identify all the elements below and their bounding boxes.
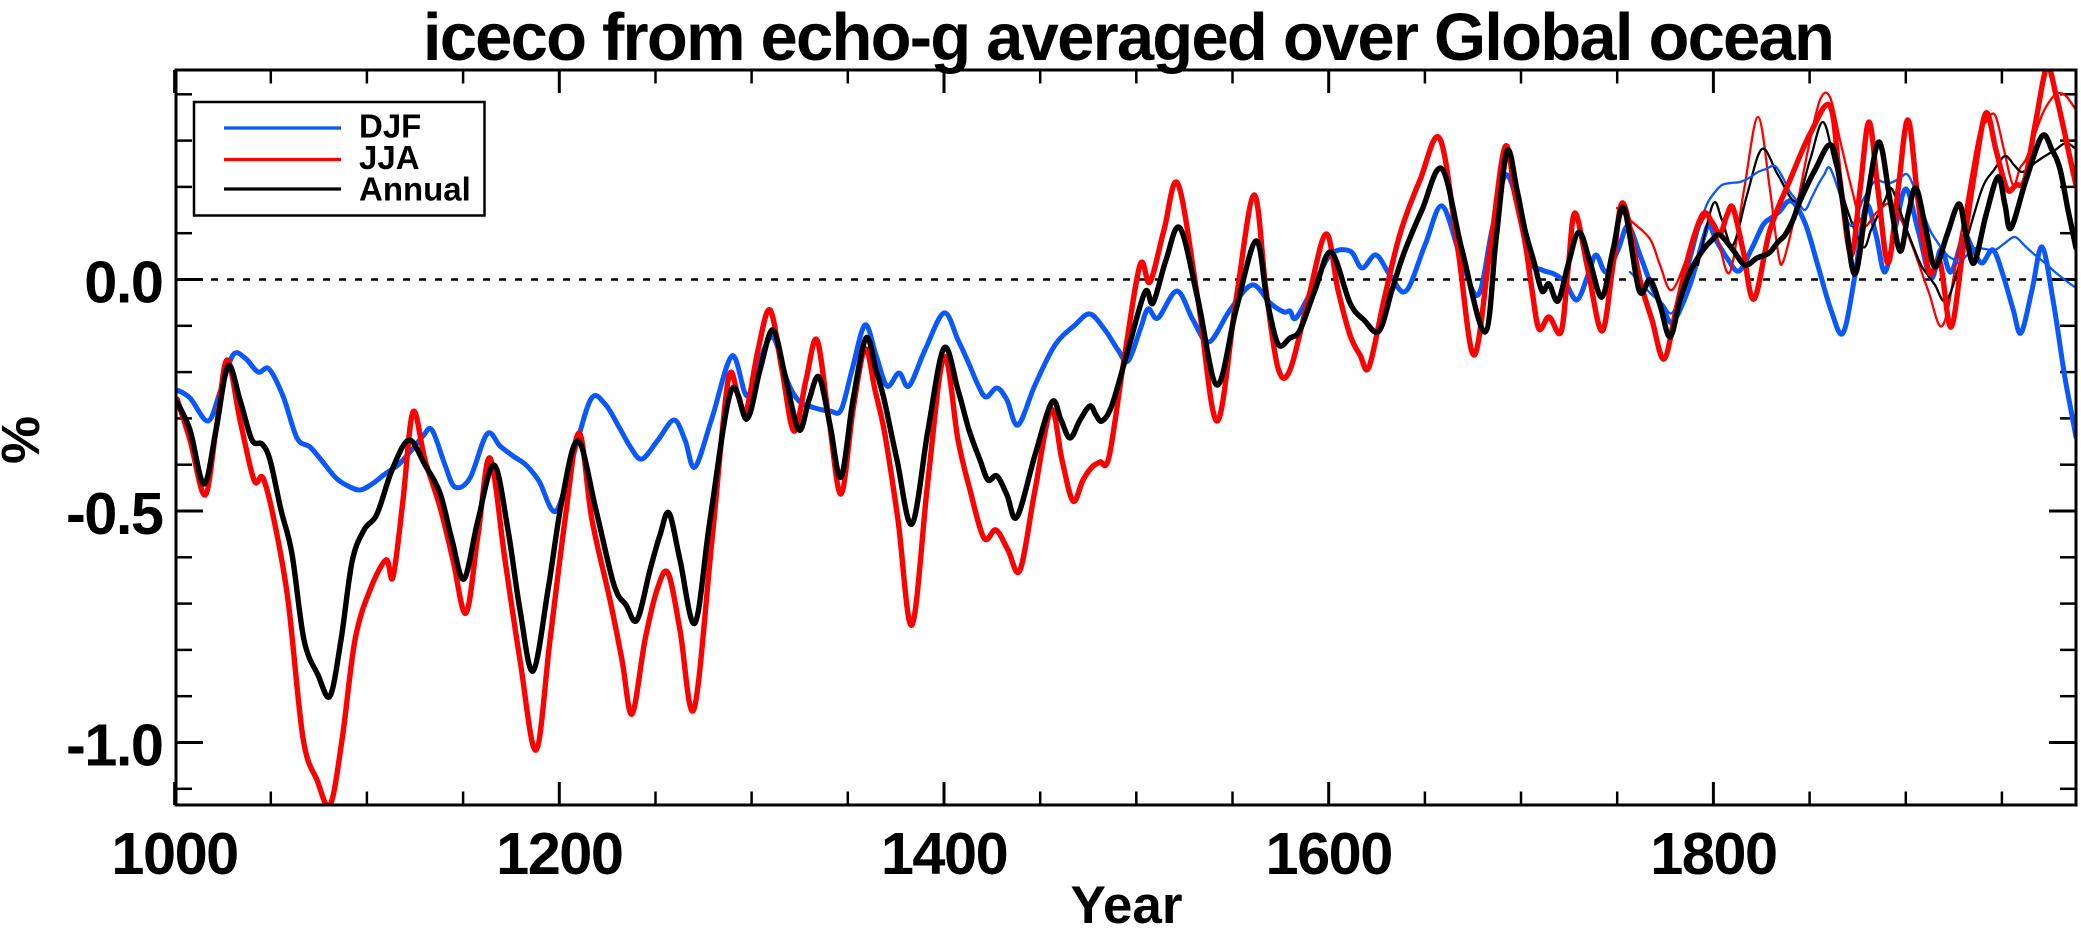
svg-text:-0.5: -0.5 <box>66 480 163 547</box>
svg-text:1000: 1000 <box>111 820 237 887</box>
svg-text:DJF: DJF <box>359 108 421 145</box>
svg-text:Annual: Annual <box>359 171 471 208</box>
svg-text:1600: 1600 <box>1266 820 1392 887</box>
svg-text:Year: Year <box>1070 876 1182 924</box>
svg-text:0.0: 0.0 <box>84 249 162 316</box>
svg-text:1800: 1800 <box>1650 820 1776 887</box>
svg-text:iceco from echo-g averaged ove: iceco from echo-g averaged over Global o… <box>423 0 1833 75</box>
svg-text:1400: 1400 <box>881 820 1007 887</box>
svg-text:1200: 1200 <box>496 820 622 887</box>
svg-text:%: % <box>0 416 51 464</box>
svg-text:JJA: JJA <box>359 139 420 176</box>
svg-text:-1.0: -1.0 <box>66 712 163 779</box>
